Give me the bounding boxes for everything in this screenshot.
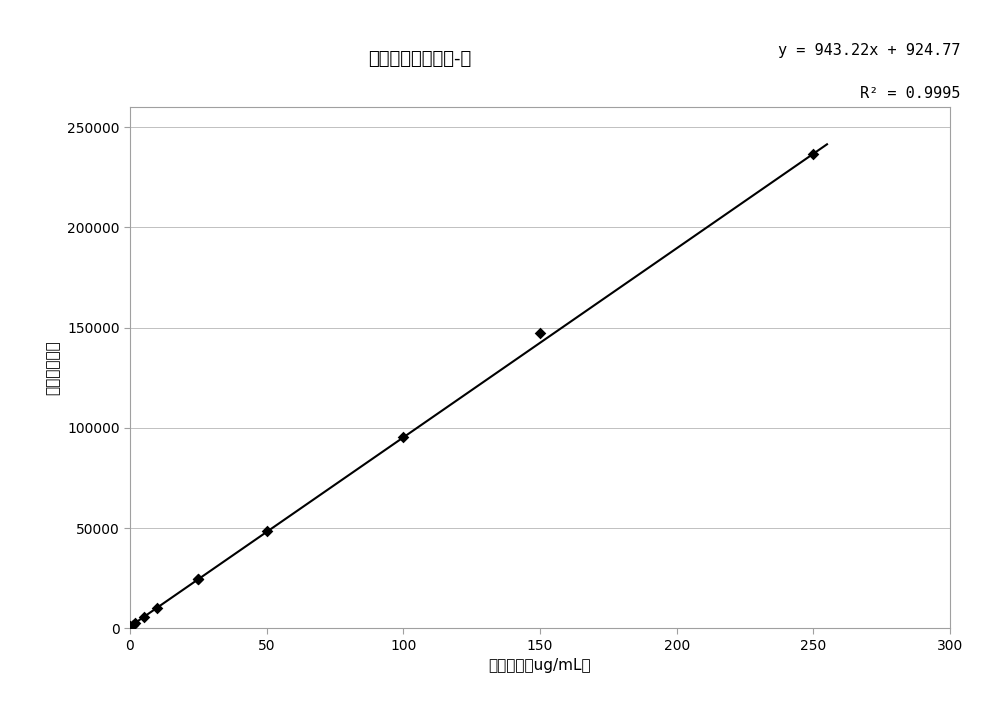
Point <box>532 328 548 339</box>
Point <box>259 526 275 537</box>
Point <box>125 619 141 630</box>
X-axis label: 标准浓度（ug/mL）: 标准浓度（ug/mL） <box>489 658 591 673</box>
Point <box>149 602 165 613</box>
Text: 标准系列工作曲线-硟: 标准系列工作曲线-硟 <box>368 50 472 68</box>
Text: R² = 0.9995: R² = 0.9995 <box>860 86 960 101</box>
Point <box>190 573 206 585</box>
Text: y = 943.22x + 924.77: y = 943.22x + 924.77 <box>778 43 960 58</box>
Point <box>190 573 206 585</box>
Point <box>127 617 143 628</box>
Point <box>136 611 152 623</box>
Point <box>395 432 411 443</box>
Point <box>805 148 821 159</box>
Y-axis label: 发射强度计数: 发射强度计数 <box>45 341 60 395</box>
Point <box>122 620 138 632</box>
